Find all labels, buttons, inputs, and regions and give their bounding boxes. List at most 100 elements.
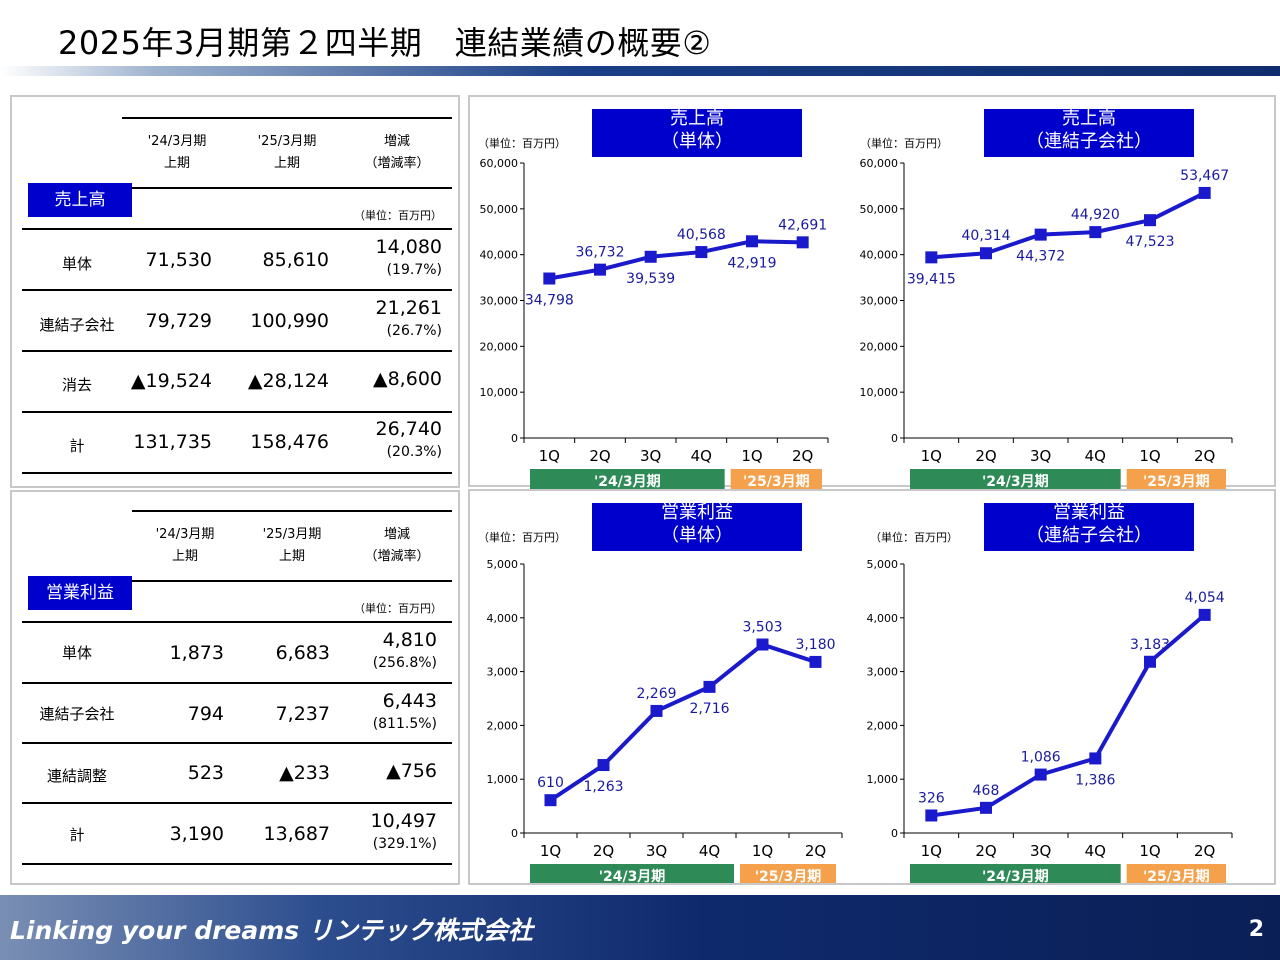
- y-tick-label: 20,000: [860, 340, 898, 353]
- col-header-prev-line2: 上期: [163, 156, 190, 171]
- chart-unit-label: （単位：百万円）: [860, 136, 948, 150]
- col-header-prev-line1: '24/3月期: [155, 527, 215, 542]
- x-tick-label: 1Q: [752, 842, 773, 860]
- data-point: [644, 250, 657, 263]
- y-tick-label: 30,000: [860, 295, 898, 308]
- header-top-rule: [132, 510, 452, 512]
- data-label: 326: [918, 790, 945, 806]
- change-rate: (811.5%): [372, 716, 437, 732]
- x-tick-label: 1Q: [741, 447, 762, 465]
- change-amount: 4,810: [382, 629, 437, 651]
- y-tick-label: 1,000: [867, 773, 899, 786]
- y-tick-label: 0: [891, 432, 898, 445]
- data-label: 610: [537, 775, 564, 791]
- x-tick-label: 1Q: [1139, 842, 1160, 860]
- col-header-change-line1: 増減: [383, 527, 410, 542]
- series-line: [931, 191, 1206, 260]
- change-rate: (329.1%): [372, 836, 437, 852]
- data-point: [809, 655, 822, 668]
- change-rate: (20.3%): [386, 444, 442, 460]
- period-band: [910, 864, 1121, 883]
- data-label: 44,920: [1071, 207, 1120, 223]
- x-tick-label: 4Q: [699, 842, 720, 860]
- chart-title-line: （単体）: [661, 131, 733, 152]
- series-line: [548, 239, 803, 281]
- curr-value: 6,683: [275, 642, 330, 664]
- data-point: [1198, 186, 1211, 199]
- data-label: 42,919: [728, 255, 777, 271]
- row-rule: [22, 289, 452, 291]
- x-tick-label: 1Q: [921, 447, 942, 465]
- change-value: 6,443 (811.5%): [337, 689, 437, 735]
- data-label: 2,269: [636, 686, 676, 702]
- data-label: 36,732: [576, 245, 625, 261]
- chart-title-line: （連結子会社）: [1026, 131, 1152, 152]
- curr-value: 100,990: [250, 310, 329, 332]
- x-tick-label: 2Q: [792, 447, 813, 465]
- data-point: [703, 680, 716, 693]
- op-standalone-chart: 営業利益（単体） （単位：百万円） 0 1,000 2,000 3,000 4,000 5,0…: [478, 502, 843, 883]
- y-tick-label: 50,000: [860, 203, 898, 216]
- data-label: 39,415: [907, 271, 956, 287]
- prev-value: 3,190: [169, 823, 224, 845]
- company-tagline: Linking your dreams リンテック株式会社: [10, 916, 533, 945]
- data-point: [695, 246, 708, 259]
- data-label: 42,691: [778, 217, 827, 233]
- chart-unit-label: （単位：百万円）: [478, 136, 566, 150]
- col-header-prev: '24/3月期 上期: [130, 524, 240, 568]
- x-tick-label: 3Q: [646, 842, 667, 860]
- change-amount: ▲8,600: [372, 368, 442, 390]
- data-point: [1144, 655, 1156, 668]
- category-label: 営業利益: [28, 576, 132, 610]
- data-label: 34,798: [525, 293, 574, 309]
- y-tick-label: 3,000: [487, 666, 519, 679]
- change-amount: 14,080: [375, 236, 442, 258]
- prev-value: 794: [187, 703, 224, 725]
- prev-value: 523: [187, 762, 224, 784]
- row-label: 連結子会社: [39, 705, 115, 723]
- x-tick-label: 3Q: [1030, 447, 1051, 465]
- x-tick-label: 2Q: [975, 842, 996, 860]
- x-tick-label: 2Q: [1194, 447, 1215, 465]
- prev-value: 1,873: [169, 642, 224, 664]
- row-label: 連結調整: [46, 767, 107, 785]
- data-label: 3,180: [795, 637, 835, 653]
- sales-subsidiaries-chart: 売上高（連結子会社） （単位：百万円） 0 10,000 20,000 30,000 40,…: [860, 108, 1233, 489]
- title-underline-bar: [0, 66, 1280, 76]
- chart-title-box: [592, 109, 802, 157]
- data-label: 468: [973, 783, 1000, 799]
- data-point: [980, 801, 992, 814]
- x-tick-label: 2Q: [589, 447, 610, 465]
- period-label: '25/3月期: [1143, 869, 1210, 883]
- y-tick-label: 4,000: [867, 612, 899, 625]
- change-amount: 21,261: [375, 297, 442, 319]
- period-label: '24/3月期: [594, 474, 661, 489]
- col-header-curr-line1: '25/3月期: [257, 134, 317, 149]
- change-value: 4,810 (256.8%): [337, 628, 437, 674]
- x-tick-label: 1Q: [539, 447, 560, 465]
- period-label: '25/3月期: [743, 474, 810, 489]
- change-amount: ▲756: [386, 760, 437, 782]
- curr-value: 85,610: [262, 249, 329, 271]
- row-rule: [22, 411, 452, 413]
- col-header-curr-line1: '25/3月期: [262, 527, 322, 542]
- sales-table-panel: '24/3月期 上期 '25/3月期 上期 増減 （増減率） 売上高 （単位：百…: [10, 95, 460, 488]
- curr-value: 7,237: [275, 703, 330, 725]
- x-tick-label: 1Q: [921, 842, 942, 860]
- x-tick-label: 4Q: [691, 447, 712, 465]
- col-header-change-line1: 増減: [383, 134, 410, 149]
- change-value: 26,740 (20.3%): [342, 417, 442, 463]
- col-header-curr-line2: 上期: [273, 156, 300, 171]
- data-label: 40,314: [962, 228, 1011, 244]
- chart-title-line: 売上高: [670, 108, 724, 129]
- row-rule: [22, 682, 452, 684]
- data-point: [1089, 752, 1102, 765]
- op-subsidiaries-chart: 営業利益（連結子会社） （単位：百万円） 0 1,000 2,000 3,000 4,000…: [867, 502, 1233, 883]
- col-header-curr: '25/3月期 上期: [237, 524, 347, 568]
- data-point: [1089, 226, 1102, 239]
- unit-label: （単位：百万円）: [354, 602, 442, 615]
- data-point: [1198, 608, 1211, 621]
- row-label: 計: [69, 826, 85, 844]
- data-point: [756, 638, 769, 651]
- data-label: 4,054: [1185, 590, 1225, 606]
